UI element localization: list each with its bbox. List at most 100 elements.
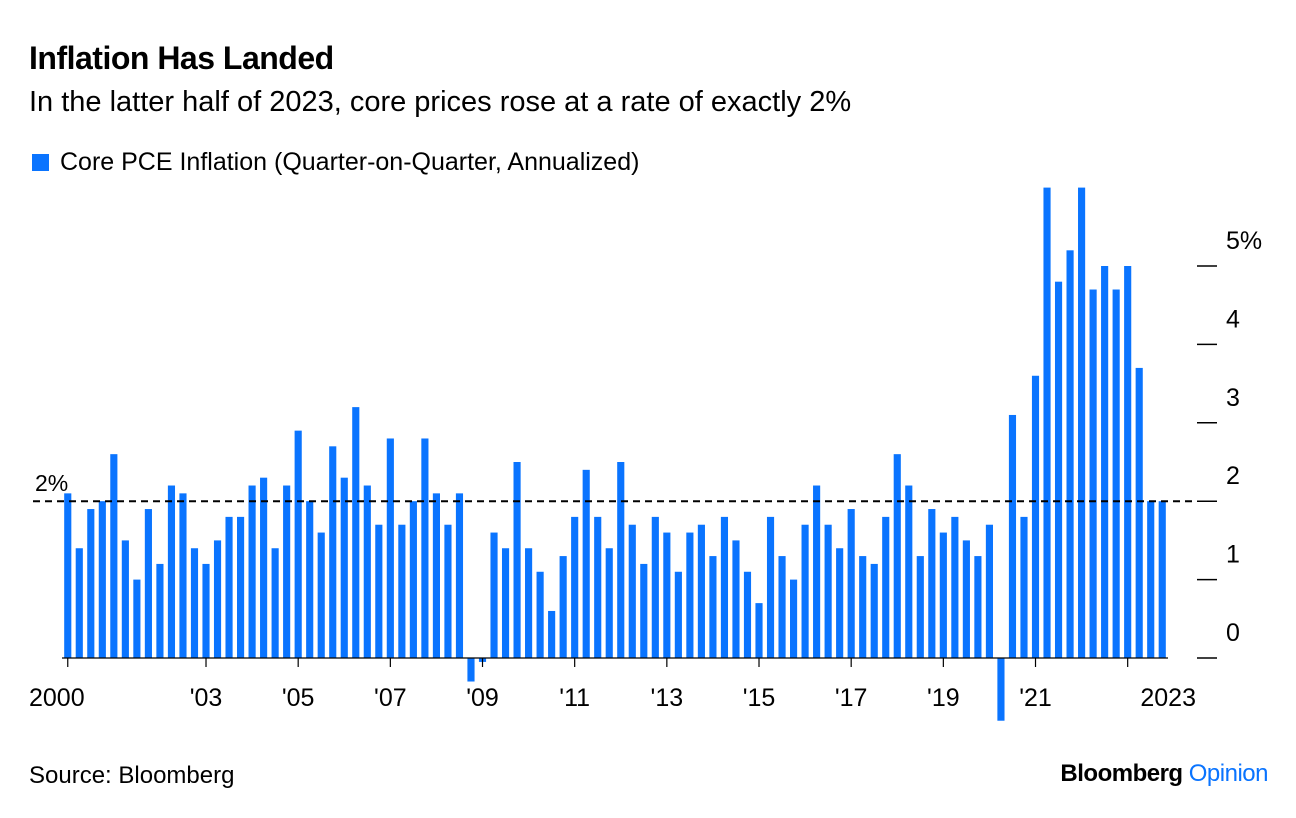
bar xyxy=(421,438,429,658)
bar xyxy=(605,548,613,658)
bar xyxy=(294,430,302,658)
bar xyxy=(755,603,763,658)
bar xyxy=(317,532,325,658)
bar xyxy=(1008,414,1017,658)
bar xyxy=(375,524,383,658)
bar xyxy=(651,516,659,658)
bar xyxy=(179,493,187,658)
bar xyxy=(582,469,590,658)
y-tick-label: 3 xyxy=(1226,384,1240,412)
y-tick-label: 4 xyxy=(1226,305,1240,333)
legend: Core PCE Inflation (Quarter-on-Quarter, … xyxy=(32,148,639,177)
bar xyxy=(1112,289,1120,658)
bar xyxy=(121,540,129,658)
bar xyxy=(640,563,648,658)
bar xyxy=(859,556,867,658)
bar xyxy=(559,556,567,658)
bar xyxy=(398,524,406,658)
x-tick-label: '13 xyxy=(651,684,684,712)
legend-swatch xyxy=(32,154,49,171)
bar xyxy=(340,477,348,658)
bar xyxy=(98,501,106,658)
bar xyxy=(190,548,199,658)
bar xyxy=(1020,516,1028,658)
bar xyxy=(594,516,602,658)
bar xyxy=(329,446,337,658)
bar xyxy=(743,571,752,658)
bar xyxy=(432,493,440,658)
legend-label: Core PCE Inflation (Quarter-on-Quarter, … xyxy=(60,148,640,176)
bar xyxy=(974,556,982,658)
bar xyxy=(444,524,452,658)
bar xyxy=(697,524,705,658)
bar xyxy=(513,462,521,658)
bar xyxy=(144,509,152,658)
bar xyxy=(766,516,775,658)
x-tick-label: '11 xyxy=(559,684,590,712)
bar xyxy=(905,485,913,658)
bar xyxy=(951,516,959,658)
bar xyxy=(997,658,1005,721)
bar xyxy=(455,493,464,658)
bar xyxy=(813,485,821,658)
bar xyxy=(617,462,625,658)
x-tick-label: '17 xyxy=(835,684,868,712)
bar xyxy=(237,516,245,658)
bar xyxy=(1089,289,1097,658)
bar xyxy=(790,579,798,658)
bar xyxy=(1054,281,1063,658)
bar xyxy=(962,540,970,658)
bar xyxy=(824,524,832,658)
bar xyxy=(1147,501,1155,658)
bar xyxy=(306,501,314,658)
x-tick-label: '09 xyxy=(466,684,499,712)
bar xyxy=(386,438,394,658)
bar xyxy=(916,556,924,658)
x-tick-label: '15 xyxy=(743,684,776,712)
bar xyxy=(720,516,729,658)
bar xyxy=(778,556,786,658)
brand-name: Bloomberg xyxy=(1060,760,1183,787)
bar xyxy=(467,658,475,682)
bar xyxy=(271,548,279,658)
bar xyxy=(732,540,740,658)
bar xyxy=(501,548,510,658)
bar xyxy=(801,524,809,658)
bar xyxy=(536,571,544,658)
x-tick-label: '19 xyxy=(927,684,960,712)
x-tick-label: 2023 xyxy=(1140,684,1196,712)
bar xyxy=(363,485,371,658)
bar xyxy=(870,563,878,658)
chart-subtitle: In the latter half of 2023, core prices … xyxy=(29,86,852,118)
bar xyxy=(75,548,83,658)
bar xyxy=(663,532,671,658)
bar xyxy=(1135,367,1143,658)
x-tick-label: '03 xyxy=(190,684,223,712)
bar xyxy=(156,563,164,658)
bar xyxy=(928,509,936,658)
bar xyxy=(847,509,855,658)
reference-line-label: 2% xyxy=(35,470,68,496)
chart-title: Inflation Has Landed xyxy=(29,40,334,76)
brand-logo: Bloomberg Opinion xyxy=(1060,760,1268,788)
bar xyxy=(1031,375,1040,658)
bar xyxy=(686,532,694,658)
bar xyxy=(939,532,947,658)
x-tick-label: '21 xyxy=(1019,684,1052,712)
bar xyxy=(87,509,95,658)
bar xyxy=(1066,250,1074,658)
y-tick-label: 5% xyxy=(1226,227,1262,255)
bar xyxy=(836,548,844,658)
bar xyxy=(110,454,118,658)
bar xyxy=(490,532,498,658)
bar xyxy=(571,516,579,658)
bar xyxy=(985,524,993,658)
bar xyxy=(213,540,222,658)
source-note: Source: Bloomberg xyxy=(29,762,235,789)
bar xyxy=(352,407,360,658)
bar xyxy=(248,485,256,658)
bar xyxy=(1158,501,1166,658)
bar xyxy=(409,501,417,658)
bar xyxy=(1124,266,1132,658)
